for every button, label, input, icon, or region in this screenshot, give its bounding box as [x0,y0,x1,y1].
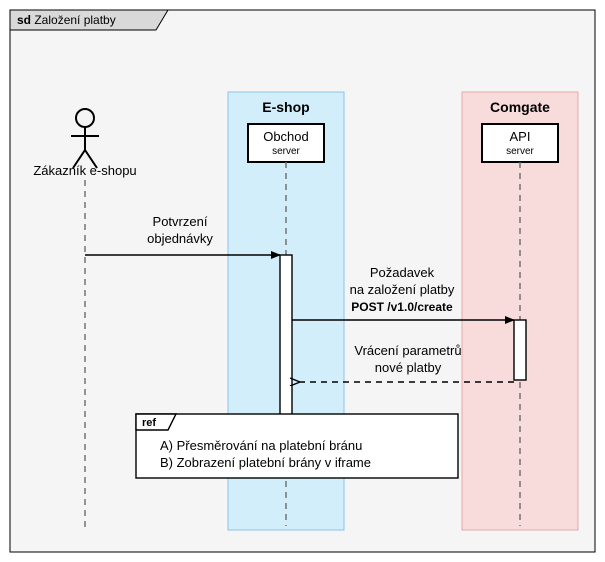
message-label-m1-1: objednávky [147,231,213,246]
participant-title-comgate: API [510,129,531,144]
message-label-m1-0: Potvrzení [153,214,208,229]
lane-header-comgate: Comgate [490,99,550,115]
ref-tab-label: ref [142,417,156,429]
activation-eshop-0 [280,255,292,415]
activation-comgate-1 [514,320,526,380]
message-label-m2-1: na založení platby [350,282,455,297]
lane-header-eshop: E-shop [262,99,309,115]
message-label-m3-1: nové platby [375,360,442,375]
participant-title-eshop: Obchod [263,129,309,144]
message-label-m2-2: POST /v1.0/create [351,300,453,314]
participant-sub-eshop: server [272,146,300,157]
ref-line-b: B) Zobrazení platební brány v iframe [160,455,371,470]
message-label-m2-0: Požadavek [370,265,435,280]
participant-sub-comgate: server [506,146,534,157]
frame-title: sd Založení platby [17,13,116,27]
actor-label: Zákazník e-shopu [33,163,136,178]
ref-line-a: A) Přesměrování na platební bránu [160,438,362,453]
message-label-m3-0: Vrácení parametrů [354,343,461,358]
